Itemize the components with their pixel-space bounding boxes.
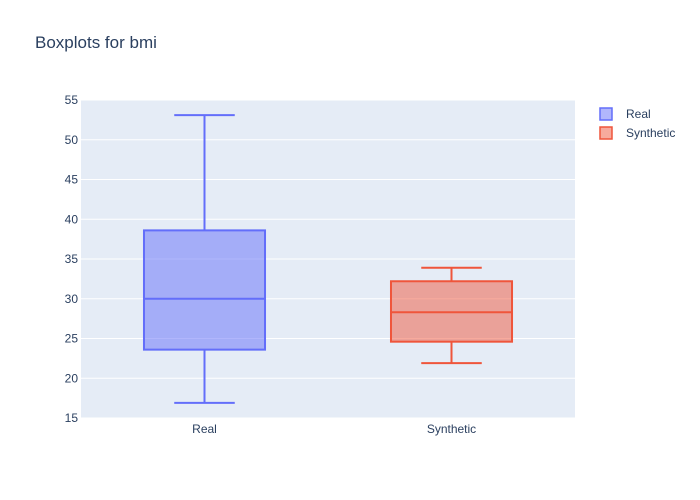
y-tick-label: 20 xyxy=(65,371,79,385)
x-tick-label: Synthetic xyxy=(427,422,476,436)
x-axis-ticks: Real Synthetic xyxy=(192,422,476,436)
x-tick-label: Real xyxy=(192,422,217,436)
y-tick-label: 55 xyxy=(65,93,79,107)
legend-swatch xyxy=(599,126,613,140)
y-tick-label: 40 xyxy=(65,212,79,226)
box-synthetic xyxy=(389,266,514,365)
legend-swatch xyxy=(599,107,613,121)
y-tick-label: 15 xyxy=(65,411,79,425)
legend[interactable]: Real Synthetic xyxy=(599,107,675,140)
box-real xyxy=(142,114,267,404)
chart-title: Boxplots for bmi xyxy=(35,33,157,52)
y-tick-label: 50 xyxy=(65,133,79,147)
y-tick-label: 25 xyxy=(65,332,79,346)
legend-item-synthetic[interactable]: Synthetic xyxy=(599,126,675,140)
legend-item-real[interactable]: Real xyxy=(599,107,651,121)
y-tick-label: 35 xyxy=(65,252,79,266)
y-axis-ticks: 15 20 25 30 35 40 45 50 55 xyxy=(65,93,79,425)
iqr-box xyxy=(142,229,267,351)
box-series xyxy=(142,114,514,404)
legend-label: Synthetic xyxy=(626,126,675,140)
y-tick-label: 30 xyxy=(65,292,79,306)
legend-label: Real xyxy=(626,107,651,121)
gridlines xyxy=(81,99,575,419)
y-tick-label: 45 xyxy=(65,173,79,187)
